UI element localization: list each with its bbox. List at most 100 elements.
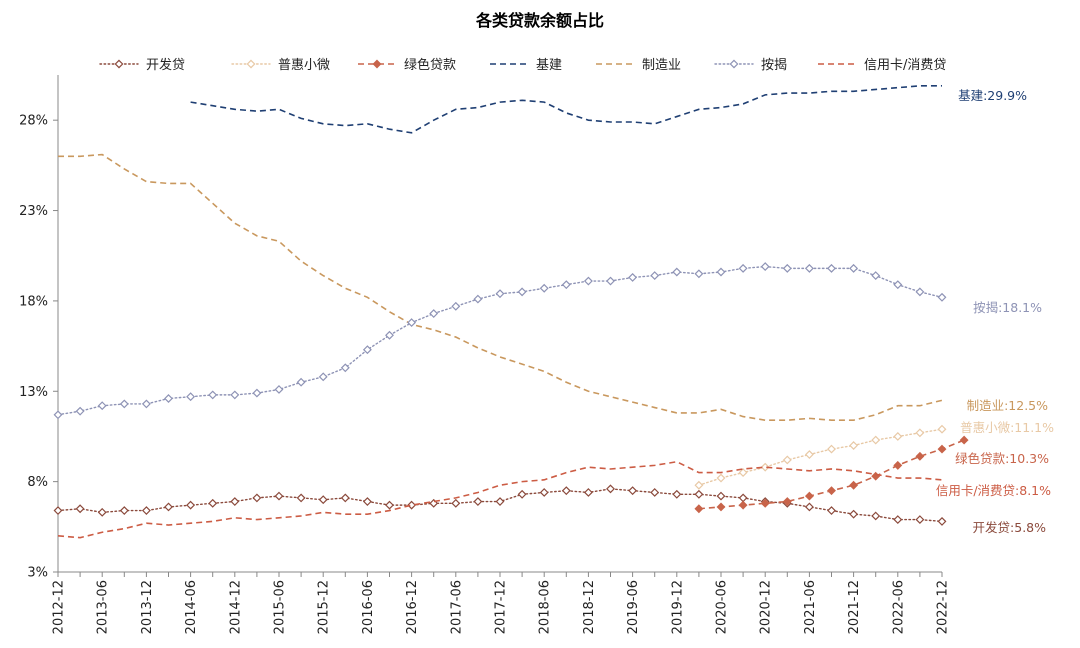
legend-item-4: 制造业 — [596, 58, 681, 73]
data-point — [274, 385, 284, 394]
data-point — [495, 497, 505, 506]
data-point — [694, 504, 704, 514]
data-point — [208, 390, 218, 400]
data-point — [738, 493, 748, 503]
data-point — [473, 497, 483, 506]
series-4 — [58, 153, 943, 421]
x-tick-label: 2019-06 — [626, 580, 641, 634]
series-0 — [53, 484, 947, 526]
data-point — [340, 493, 350, 503]
legend-label: 开发贷 — [146, 57, 185, 73]
data-point — [473, 294, 483, 304]
x-tick-label: 2021-12 — [847, 580, 862, 634]
legend-item-1: 普惠小微 — [231, 58, 330, 73]
x-tick-label: 2017-12 — [494, 580, 509, 634]
end-label-0: 开发贷:5.8% — [973, 520, 1047, 535]
data-point — [517, 287, 527, 297]
data-point — [230, 497, 240, 506]
series-layer — [53, 85, 969, 539]
series-3 — [190, 85, 942, 134]
end-label-1: 普惠小微:11.1% — [960, 420, 1054, 435]
data-point — [451, 498, 461, 508]
data-point — [827, 486, 836, 496]
data-point — [53, 506, 63, 516]
data-point — [915, 451, 925, 461]
legend-item-3: 基建 — [490, 58, 562, 73]
end-labels: 开发贷:5.8% 普惠小微:11.1% 绿色贷款:10.3% 基建:29.9% 制造业:… — [936, 88, 1054, 535]
data-point — [650, 271, 660, 281]
data-point — [937, 292, 947, 302]
data-point — [782, 455, 792, 465]
data-point — [252, 388, 262, 398]
data-point — [871, 435, 881, 445]
x-tick-label: 2013-12 — [140, 580, 155, 634]
data-point — [782, 497, 792, 506]
data-point — [141, 399, 151, 409]
data-point — [318, 372, 328, 382]
data-point — [318, 495, 328, 505]
data-point — [407, 318, 417, 328]
data-point — [716, 502, 726, 512]
y-tick-label: 8% — [27, 475, 48, 490]
data-point — [893, 280, 903, 290]
data-point — [738, 500, 748, 510]
x-tick-label: 2022-06 — [891, 580, 906, 634]
data-point — [606, 484, 615, 494]
data-point — [694, 269, 704, 279]
legend-swatch-marker — [246, 59, 256, 69]
data-point — [362, 345, 372, 355]
data-point — [871, 511, 881, 521]
data-point — [53, 410, 63, 420]
data-point — [804, 502, 814, 512]
data-point — [628, 486, 638, 496]
data-point — [849, 509, 859, 519]
legend-swatch-marker — [372, 59, 382, 69]
data-point — [871, 471, 881, 481]
data-point — [208, 498, 218, 508]
data-point — [827, 506, 836, 516]
data-point — [672, 267, 682, 277]
data-point — [583, 276, 593, 286]
series-1 — [694, 424, 947, 490]
data-point — [583, 488, 593, 497]
x-tick-label: 2016-06 — [361, 580, 376, 634]
data-point — [385, 330, 394, 340]
data-point — [230, 390, 240, 400]
series-5 — [53, 262, 947, 420]
legend-item-0: 开发贷 — [99, 57, 185, 73]
data-point — [561, 486, 571, 496]
data-point — [760, 498, 770, 508]
legend-label: 基建 — [536, 58, 562, 73]
x-tick-label: 2017-06 — [449, 580, 464, 634]
data-point — [849, 441, 859, 450]
y-tick-label: 18% — [19, 294, 48, 309]
data-point — [760, 262, 770, 272]
data-point — [716, 491, 726, 501]
data-point — [849, 480, 859, 490]
legend-swatch-marker — [114, 59, 124, 69]
data-point — [186, 500, 196, 510]
x-tick-label: 2021-06 — [803, 580, 818, 634]
data-point — [561, 280, 571, 290]
data-point — [782, 263, 792, 273]
y-tick-label: 3% — [27, 566, 48, 581]
data-point — [606, 276, 615, 286]
series-line — [698, 428, 943, 486]
data-point — [915, 287, 925, 297]
data-point — [296, 377, 306, 387]
data-point — [804, 450, 814, 459]
data-point — [738, 263, 748, 273]
x-tick-label: 2019-12 — [670, 580, 685, 634]
x-tick-label: 2013-06 — [96, 580, 111, 634]
data-point — [849, 263, 859, 273]
data-point — [119, 506, 129, 516]
data-point — [385, 500, 394, 510]
data-point — [119, 399, 129, 409]
series-2 — [694, 435, 969, 514]
data-point — [628, 272, 638, 282]
end-label-2: 绿色贷款:10.3% — [955, 451, 1049, 466]
data-point — [937, 516, 947, 526]
legend-swatch-marker — [729, 59, 739, 69]
series-line — [58, 153, 943, 421]
